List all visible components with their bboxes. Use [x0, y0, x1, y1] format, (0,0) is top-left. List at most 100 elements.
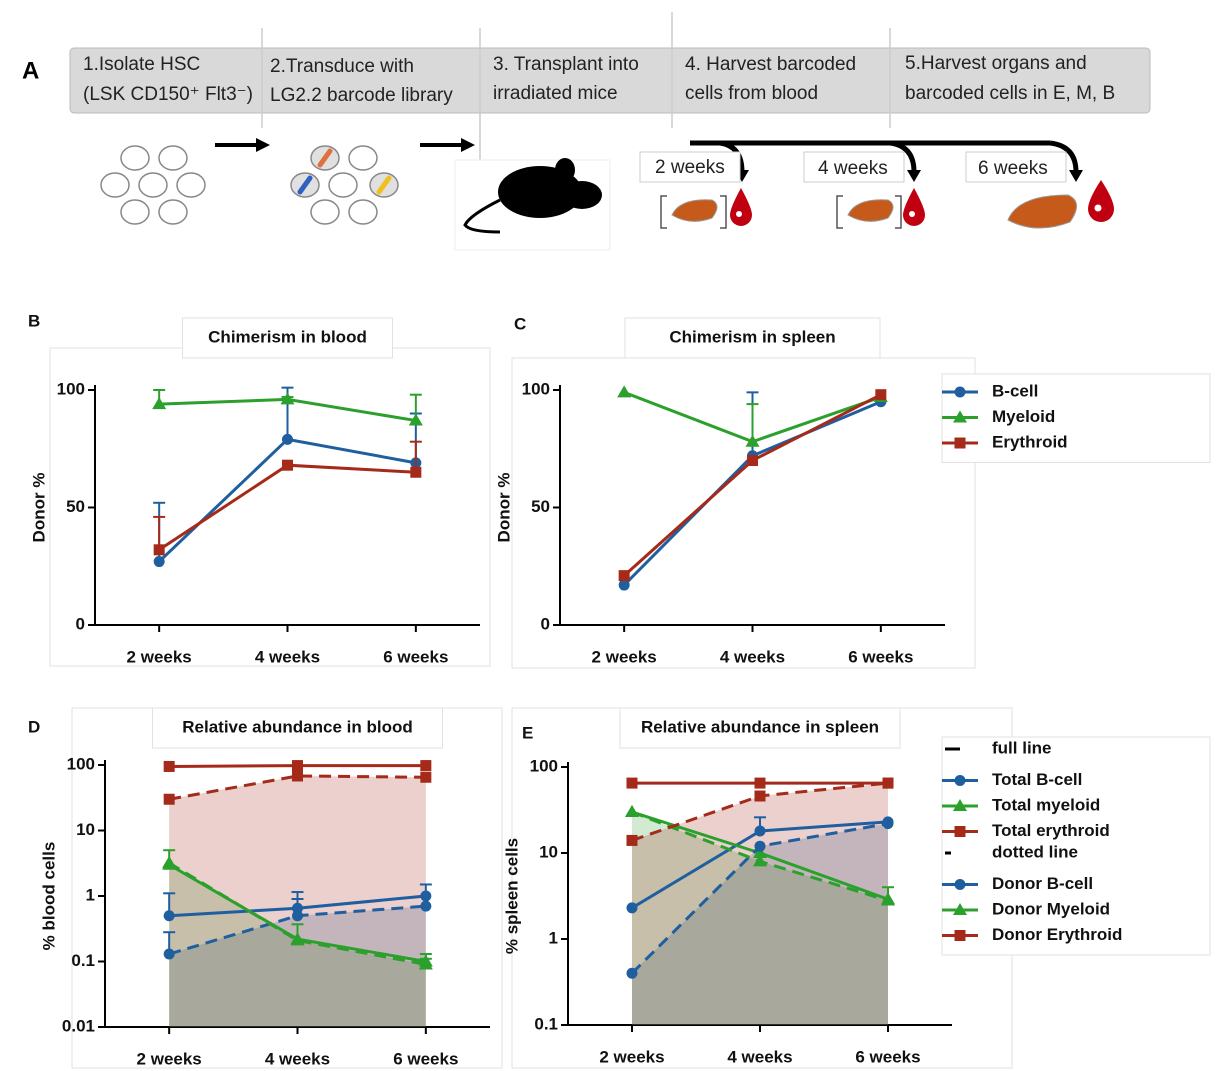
- step-text: 2.Transduce with: [270, 56, 414, 77]
- legend-label: Donor Myeloid: [992, 899, 1110, 918]
- marker: [617, 385, 632, 398]
- series-line: [158, 463, 416, 552]
- marker: [418, 957, 433, 970]
- marker: [626, 902, 638, 914]
- marker: [618, 579, 630, 591]
- legend-label: Erythroid: [992, 432, 1068, 451]
- step-text: irradiated mice: [493, 83, 618, 104]
- marker: [882, 777, 894, 789]
- marker: [292, 910, 303, 922]
- legend-label: Total B-cell: [992, 770, 1082, 789]
- legend-box: [941, 736, 1211, 956]
- legend-label: Total myeloid: [992, 795, 1100, 814]
- legend-marker: [953, 799, 967, 811]
- chart-frame: [511, 357, 976, 669]
- time-label: 2 weeks: [655, 157, 725, 178]
- y-tick-label: 1: [86, 885, 95, 904]
- marker: [280, 392, 295, 405]
- chart-frame: [49, 347, 491, 667]
- legend-header: dotted line: [992, 842, 1078, 861]
- marker: [754, 790, 766, 802]
- marker: [292, 770, 303, 782]
- x-tick-label: 6 weeks: [393, 1049, 458, 1068]
- marker: [420, 900, 432, 912]
- panel-a: A 1.Isolate HSC (LSK CD150⁺ Flt3⁻) 2.Tra…: [22, 12, 1151, 251]
- y-tick-label: 0: [76, 614, 85, 633]
- x-tick-label: 2 weeks: [592, 647, 657, 666]
- brackets: [660, 195, 902, 229]
- marker: [753, 854, 767, 867]
- y-tick-label: 1: [549, 928, 558, 947]
- y-axis-label: Donor %: [29, 473, 48, 543]
- marker: [626, 777, 638, 789]
- marker: [626, 834, 638, 846]
- marker: [881, 893, 895, 906]
- legend-label: Donor Erythroid: [992, 925, 1122, 944]
- marker: [753, 846, 767, 858]
- time-label: 6 weeks: [978, 158, 1048, 179]
- legend-marker: [954, 386, 966, 398]
- marker: [618, 570, 630, 582]
- chart: D Relative abundance in blood 0.01 0.1 1 10 10…: [28, 707, 503, 1069]
- step-text: 1.Isolate HSC: [83, 54, 200, 75]
- y-tick-label: 0.1: [71, 951, 95, 970]
- title-box: [619, 707, 901, 749]
- marker: [875, 389, 887, 401]
- y-tick-label: 10: [539, 842, 558, 861]
- legend-label: Total erythroid: [992, 821, 1110, 840]
- marker: [747, 455, 758, 466]
- chart-title: Relative abundance in spleen: [641, 717, 879, 736]
- y-tick-label: 100: [67, 754, 95, 773]
- cells: [100, 145, 399, 225]
- marker: [882, 818, 894, 830]
- marker: [410, 466, 422, 478]
- legend-box: [941, 373, 1211, 463]
- area: [632, 823, 888, 1025]
- legend-label: Myeloid: [992, 407, 1055, 426]
- time-label: 4 weeks: [818, 158, 888, 179]
- y-tick-label: 10: [76, 820, 95, 839]
- marker: [290, 933, 305, 946]
- marker: [420, 760, 432, 772]
- chart-title: Chimerism in blood: [208, 327, 367, 346]
- marker: [408, 413, 423, 426]
- marker: [754, 825, 766, 837]
- marker: [745, 434, 760, 447]
- x-tick-label: 4 weeks: [727, 1047, 792, 1066]
- step-bar: [69, 47, 1151, 114]
- week-boxes: [639, 151, 1067, 183]
- chart: B Chimerism in blood 0 50 100 2 weeks 4 weeks 6…: [28, 311, 491, 667]
- legend-marker: [954, 826, 966, 837]
- y-tick-label: 100: [530, 756, 558, 775]
- x-tick-label: 2 weeks: [599, 1047, 664, 1066]
- marker: [152, 397, 167, 410]
- y-axis-label: % blood cells: [39, 842, 58, 951]
- marker: [163, 760, 175, 772]
- title-box: [182, 317, 393, 359]
- chart: C Chimerism in spleen 0 50 100 2 weeks 4 weeks…: [494, 314, 1211, 669]
- legend-header: full line: [992, 738, 1052, 757]
- marker: [754, 840, 766, 852]
- legend-marker: [954, 437, 966, 449]
- step-text: LG2.2 barcode library: [270, 85, 453, 106]
- legend-marker: [953, 410, 967, 423]
- x-tick-label: 4 weeks: [265, 1049, 330, 1068]
- legend-label: Donor B-cell: [992, 874, 1093, 893]
- barcodes: [297, 148, 392, 195]
- x-tick-label: 4 weeks: [720, 647, 785, 666]
- step-text: 5.Harvest organs and: [905, 53, 1087, 74]
- step-text: (LSK CD150⁺ Flt3⁻): [83, 84, 253, 105]
- marker: [754, 777, 766, 789]
- chart-title: Chimerism in spleen: [669, 327, 835, 346]
- mouse: [463, 158, 602, 234]
- marker: [153, 556, 165, 568]
- chart-title: Relative abundance in blood: [182, 717, 412, 736]
- area: [632, 783, 888, 1025]
- panel-label: E: [522, 723, 533, 742]
- marker: [162, 855, 177, 868]
- legend-label: B-cell: [992, 381, 1038, 400]
- panel-label: C: [514, 314, 526, 333]
- blood-drops: [730, 180, 1114, 226]
